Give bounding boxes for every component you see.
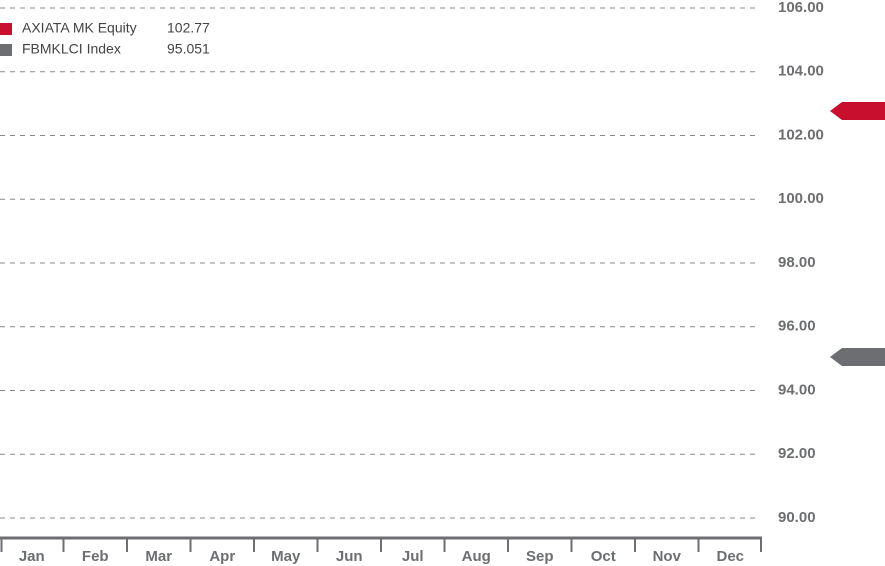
last-value-marker — [830, 347, 885, 366]
x-tick-label: Mar — [145, 548, 172, 565]
legend-label: AXIATA MK Equity — [22, 20, 137, 36]
x-tick-label: Dec — [716, 548, 744, 565]
legend-value: 95.051 — [167, 41, 210, 57]
y-tick-label: 94.00 — [778, 381, 816, 398]
legend-swatch — [0, 23, 12, 35]
legend-value: 102.77 — [167, 20, 210, 36]
x-tick-label: Feb — [82, 548, 109, 565]
y-tick-label: 92.00 — [778, 445, 816, 462]
y-tick-label: 100.00 — [778, 190, 824, 207]
x-tick-label: Jul — [402, 548, 424, 565]
x-tick-label: Nov — [653, 548, 682, 565]
x-tick-label: Oct — [591, 548, 616, 565]
y-tick-label: 104.00 — [778, 63, 824, 80]
x-tick-label: Sep — [526, 548, 554, 565]
x-tick-label: May — [271, 548, 301, 565]
legend-swatch — [0, 44, 12, 56]
y-tick-label: 102.00 — [778, 126, 824, 143]
y-tick-label: 98.00 — [778, 254, 816, 271]
last-value-marker — [830, 101, 885, 120]
legend-label: FBMKLCI Index — [22, 41, 121, 57]
x-tick-label: Aug — [462, 548, 491, 565]
x-tick-label: Apr — [209, 548, 235, 565]
y-tick-label: 106.00 — [778, 0, 824, 16]
y-tick-label: 96.00 — [778, 318, 816, 335]
x-tick-label: Jan — [19, 548, 45, 565]
y-tick-label: 90.00 — [778, 509, 816, 526]
x-tick-label: Jun — [336, 548, 363, 565]
